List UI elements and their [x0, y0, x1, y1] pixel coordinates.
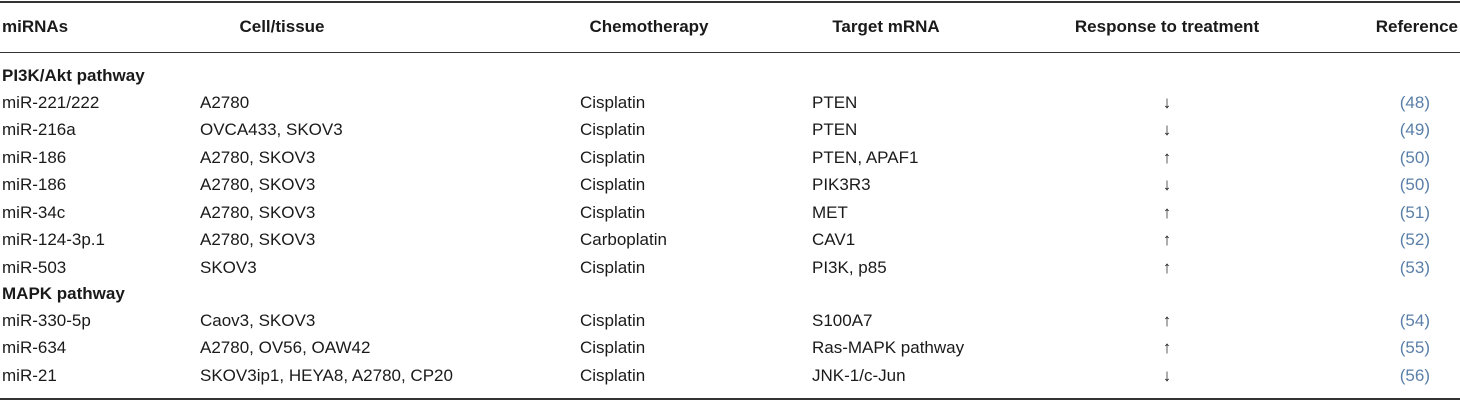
reference: (51) [1399, 202, 1430, 222]
cell: OVCA433, SKOV3 [200, 120, 343, 139]
section-title: PI3K/Akt pathway [2, 66, 145, 85]
cell: ↓ [1162, 120, 1172, 139]
cell: A2780 [200, 92, 250, 112]
cell: ↑ [1162, 310, 1172, 330]
header-cell: Cell/tissue [239, 17, 325, 36]
header-cell: Target mRNA [832, 17, 940, 36]
cell: miR-216a [2, 120, 76, 139]
cell: miR-186 [2, 147, 67, 167]
cell: PIK3R3 [812, 175, 871, 194]
header-cell: miRNAs [2, 17, 69, 36]
cell: MET [812, 202, 848, 222]
cell: PTEN [812, 120, 858, 139]
cell: A2780, SKOV3 [200, 230, 316, 249]
cell: Cisplatin [580, 147, 646, 167]
cell: A2780, SKOV3 [200, 147, 316, 167]
cell: A2780, SKOV3 [200, 202, 316, 222]
bottom-rule [0, 398, 1460, 400]
reference: (55) [1399, 338, 1430, 357]
cell: SKOV3 [200, 257, 257, 277]
cell: miR-34c [2, 202, 66, 222]
cell: JNK-1/c-Jun [812, 365, 906, 385]
cell: ↑ [1162, 147, 1172, 167]
cell: ↑ [1162, 230, 1172, 249]
cell: Cisplatin [580, 92, 646, 112]
cell: miR-186 [2, 175, 67, 194]
cell: ↑ [1162, 257, 1172, 277]
cell: miR-21 [2, 365, 57, 385]
header-cell: Chemotherapy [589, 17, 709, 36]
cell: SKOV3ip1, HEYA8, A2780, CP20 [200, 365, 453, 385]
cell: ↑ [1162, 202, 1172, 222]
cell: Cisplatin [580, 120, 646, 139]
cell: S100A7 [812, 310, 873, 330]
cell: CAV1 [812, 230, 856, 249]
cell: miR-124-3p.1 [2, 230, 105, 249]
cell: PI3K, p85 [812, 257, 887, 277]
cell: A2780, OV56, OAW42 [200, 338, 371, 357]
reference: (52) [1399, 230, 1430, 249]
cell: A2780, SKOV3 [200, 175, 316, 194]
cell: Cisplatin [580, 338, 646, 357]
cell: Cisplatin [580, 202, 646, 222]
cell: Carboplatin [580, 230, 667, 249]
cell: PTEN [812, 92, 858, 112]
cell: Ras-MAPK pathway [812, 338, 965, 357]
reference: (49) [1399, 120, 1430, 139]
header-cell: Reference [1375, 17, 1458, 36]
reference: (54) [1399, 310, 1430, 330]
cell: Caov3, SKOV3 [200, 310, 316, 330]
section-title: MAPK pathway [2, 284, 125, 303]
cell: miR-503 [2, 257, 67, 277]
top-rule [0, 1, 1460, 3]
cell: PTEN, APAF1 [812, 147, 919, 167]
cell: ↓ [1162, 175, 1172, 194]
cell: Cisplatin [580, 310, 646, 330]
cell: ↑ [1162, 338, 1172, 357]
reference: (50) [1399, 175, 1430, 194]
cell: Cisplatin [580, 175, 646, 194]
header-cell: Response to treatment [1074, 17, 1260, 36]
header-rule [0, 52, 1460, 53]
reference: (53) [1399, 257, 1430, 277]
reference: (48) [1399, 92, 1430, 112]
cell: Cisplatin [580, 365, 646, 385]
cell: ↓ [1162, 92, 1172, 112]
cell: ↓ [1162, 365, 1172, 385]
cell: miR-221/222 [2, 92, 100, 112]
cell: miR-330-5p [2, 310, 91, 330]
cell: miR-634 [2, 338, 67, 357]
cell: Cisplatin [580, 257, 646, 277]
reference: (50) [1399, 147, 1430, 167]
reference: (56) [1399, 365, 1430, 385]
